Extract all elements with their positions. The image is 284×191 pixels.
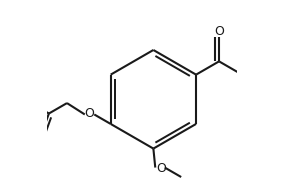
Text: O: O — [214, 24, 224, 38]
Text: O: O — [84, 107, 94, 120]
Text: O: O — [156, 162, 166, 175]
